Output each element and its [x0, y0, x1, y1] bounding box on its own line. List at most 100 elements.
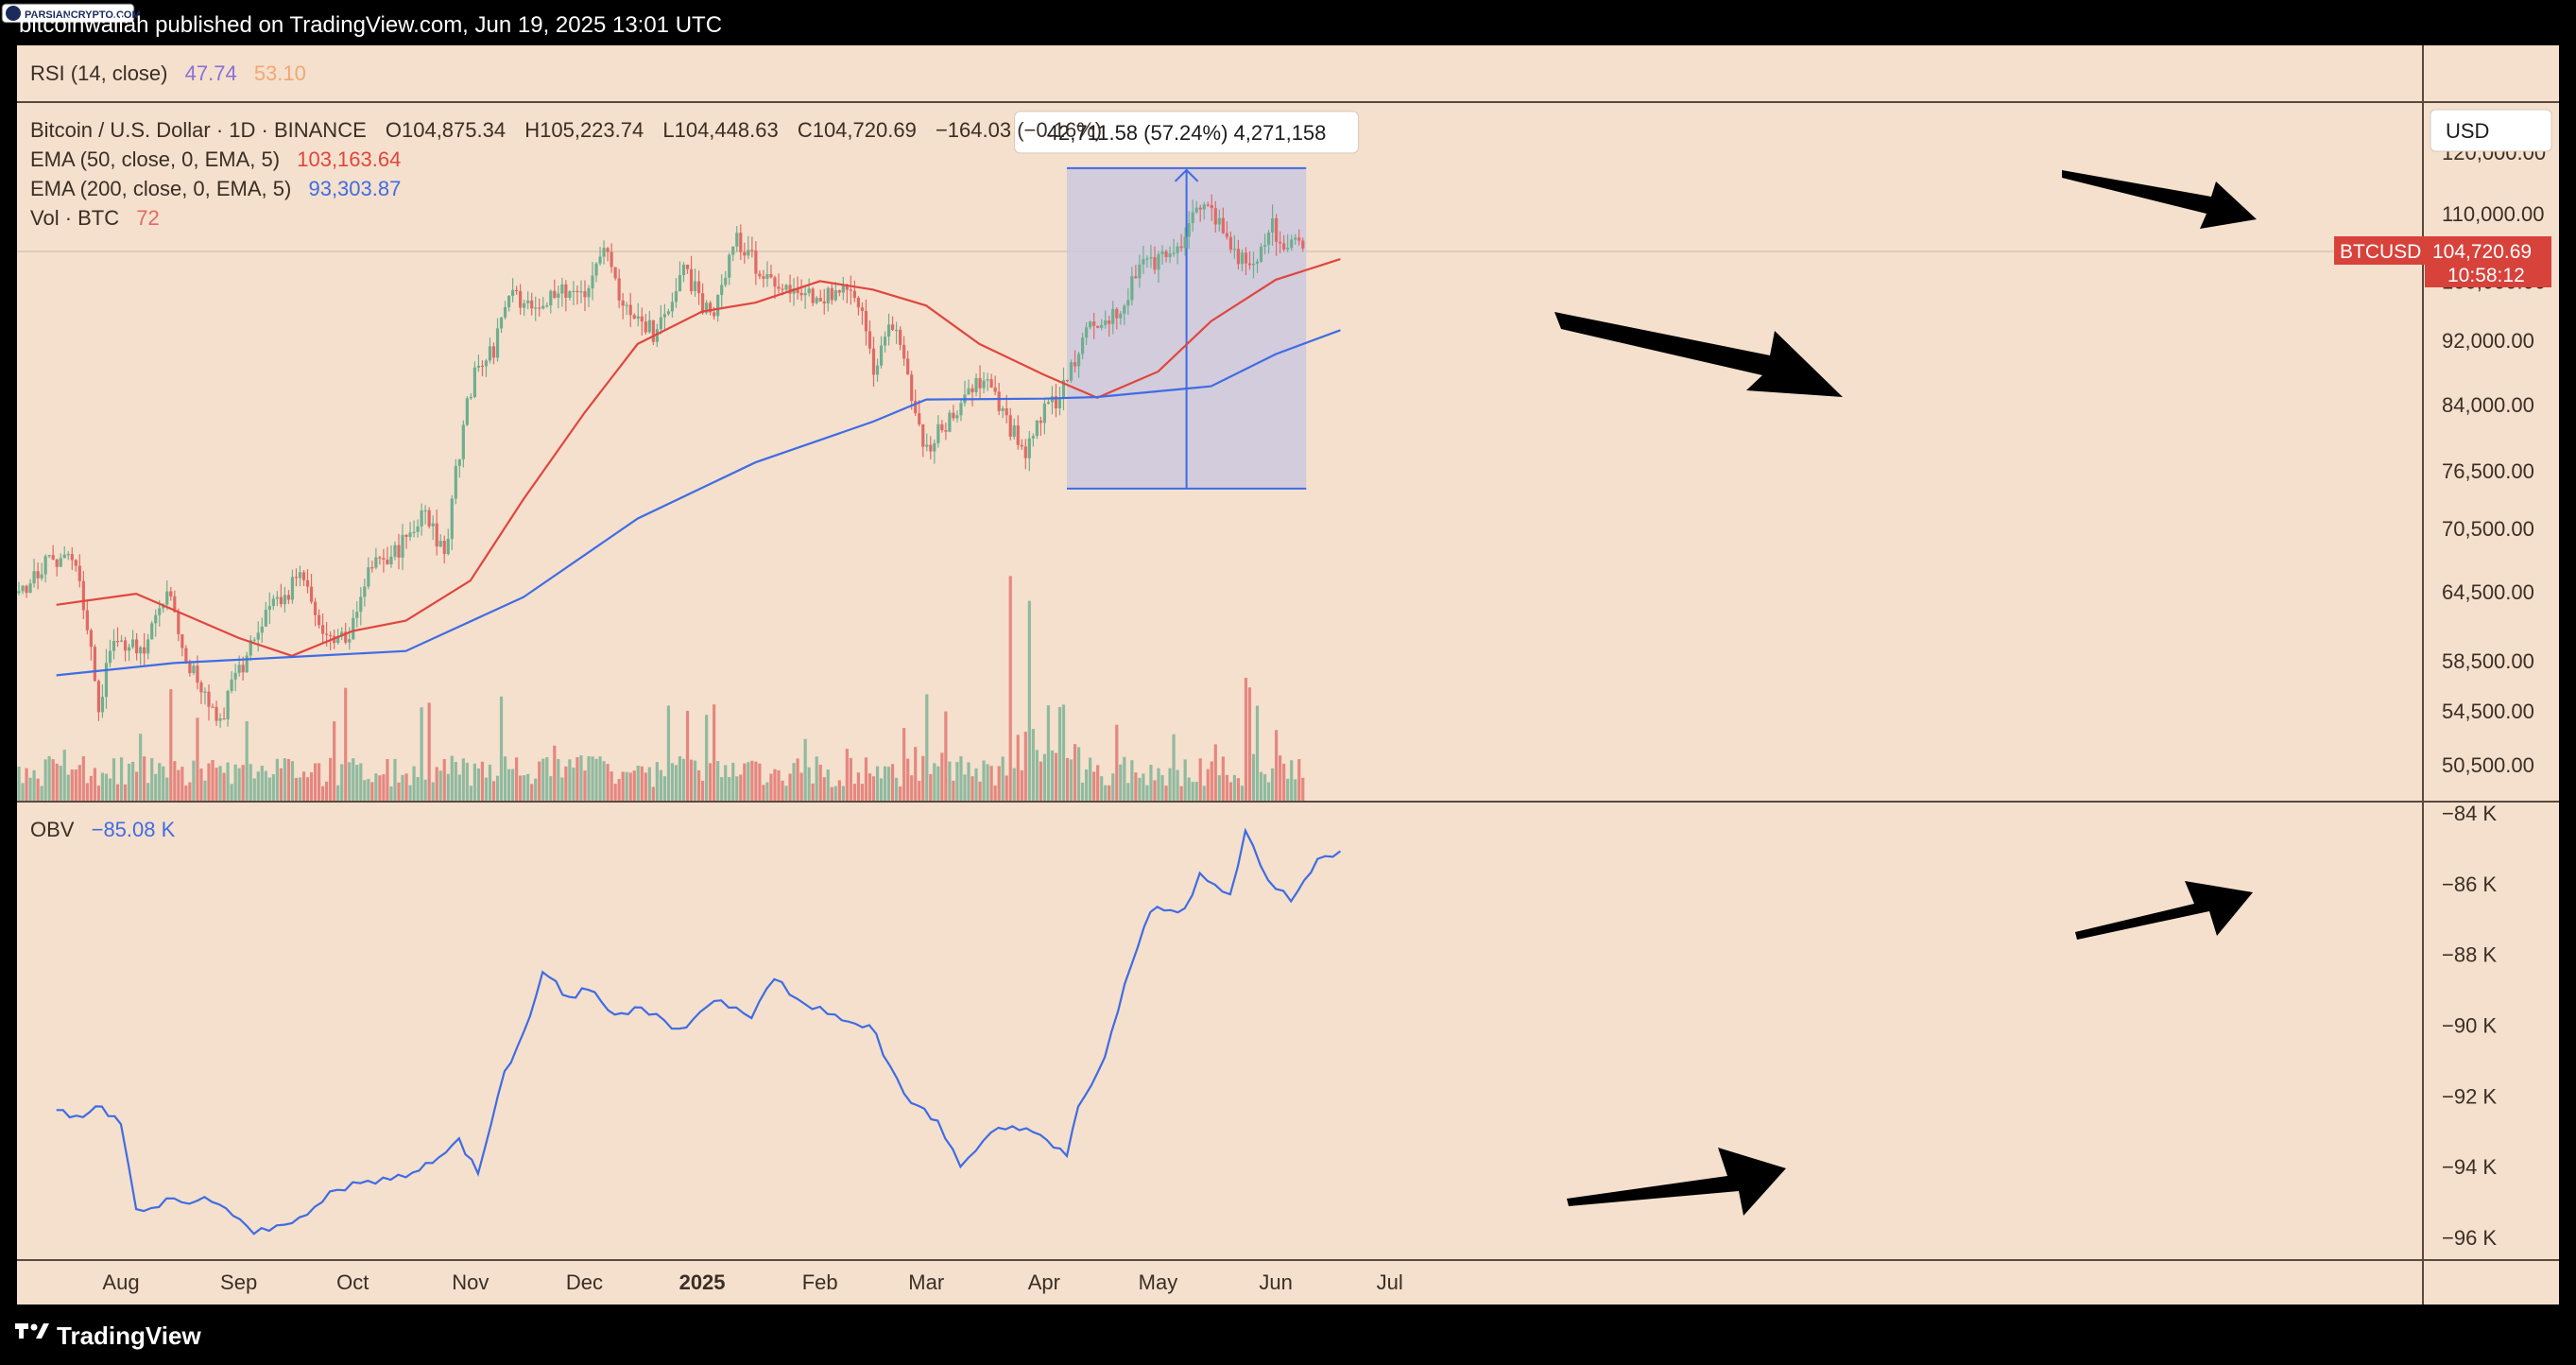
candle-body [1282, 243, 1286, 250]
candle-body [879, 345, 884, 366]
volume-bar [119, 757, 124, 801]
volume-bar [735, 776, 739, 801]
candle-body [530, 300, 534, 309]
volume-bar [367, 779, 370, 801]
volume-bar [115, 784, 120, 801]
candle-body [85, 610, 89, 631]
candle-body [1104, 320, 1108, 325]
candle-body [96, 681, 101, 713]
volume-bar [1119, 764, 1123, 801]
volume-bar [108, 778, 112, 801]
candle-body [507, 296, 511, 307]
legend-symbol: Bitcoin / U.S. Dollar · 1D · BINANCE [30, 118, 367, 142]
volume-bar [568, 759, 572, 801]
volume-bar [952, 780, 955, 801]
candle-body [286, 595, 291, 600]
candle-body [583, 291, 587, 298]
volume-bar [150, 757, 154, 801]
candle-body [666, 311, 671, 315]
candle-body [169, 591, 173, 596]
candle-body [1279, 241, 1282, 244]
volume-bar [77, 765, 81, 801]
volume-bar [886, 767, 891, 801]
volume-bar [765, 782, 769, 801]
obv-tick-label: −90 K [2442, 1014, 2497, 1038]
volume-bar [1031, 729, 1035, 801]
volume-bar [59, 766, 62, 801]
volume-bar [963, 774, 967, 801]
candle-body [553, 290, 557, 298]
volume-bar [1275, 730, 1279, 801]
candle-body [177, 612, 180, 634]
volume-bar [978, 781, 982, 801]
candle-body [1232, 249, 1236, 251]
volume-bar [1012, 768, 1016, 801]
volume-bar [66, 774, 70, 801]
candle-body [218, 718, 222, 721]
currency-button[interactable]: USD [2430, 109, 2552, 152]
candle-body [222, 718, 226, 720]
candle-body [1247, 263, 1252, 266]
price-tag-price: 104,720.69 [2432, 241, 2532, 263]
volume-bar [989, 766, 993, 801]
candle-body [427, 510, 431, 527]
volume-bar [1217, 775, 1221, 801]
volume-bar [25, 768, 28, 801]
volume-bar [560, 777, 564, 801]
candle-body [1081, 337, 1085, 354]
candle-body [28, 583, 32, 594]
volume-bar [131, 761, 135, 801]
candle-body [367, 567, 370, 587]
volume-bar [1092, 771, 1096, 801]
volume-bar [386, 759, 389, 801]
volume-bar [777, 769, 781, 801]
volume-bar [1221, 756, 1225, 801]
obv-axis[interactable]: −84 K −86 K −88 K −90 K −92 K −94 K −96 K [2442, 802, 2497, 1250]
volume-bar [207, 763, 211, 801]
candle-body [1115, 308, 1119, 319]
price-tick-label: 54,500.00 [2442, 700, 2534, 723]
candle-body [1089, 321, 1092, 328]
volume-bar [139, 734, 143, 801]
measure-arrowhead [1174, 168, 1199, 182]
candle-body [249, 640, 252, 656]
volume-bar [438, 770, 442, 801]
candle-body [77, 565, 81, 581]
price-axis[interactable]: 120,000.00110,000.00100,000.0092,000.008… [2442, 141, 2546, 777]
candle-body [301, 572, 306, 580]
volume-bar [526, 773, 530, 801]
candle-body [689, 268, 694, 292]
candle-body [955, 415, 959, 419]
volume-bar [165, 777, 169, 801]
candle-body [1100, 324, 1104, 328]
candle-body [936, 423, 940, 443]
volume-bar [423, 779, 427, 801]
candle-body [47, 555, 51, 557]
candle-body [1020, 444, 1023, 447]
candle-body [792, 288, 796, 294]
time-axis[interactable]: Aug Sep Oct Nov Dec 2025 Feb Mar Apr May Jun Jul [102, 1270, 1402, 1294]
volume-bar [933, 763, 936, 801]
volume-bar [104, 773, 109, 801]
volume-bar [325, 781, 329, 801]
volume-bar [1255, 705, 1260, 801]
volume-bar [162, 766, 165, 801]
candle-body [807, 288, 811, 294]
candle-body [461, 424, 465, 459]
candle-body [1016, 425, 1020, 445]
volume-bar [1160, 775, 1164, 801]
candle-body [989, 379, 993, 389]
candle-body [799, 292, 803, 296]
candle-body [203, 691, 207, 693]
arrow-annotation-down-right [1554, 312, 1843, 397]
volume-bar [1172, 734, 1176, 801]
volume-bar [948, 761, 952, 801]
candle-body [765, 273, 769, 279]
volume-bar [256, 771, 260, 801]
volume-bar [81, 756, 85, 801]
volume-bar [689, 759, 694, 801]
volume-bar [799, 772, 803, 801]
candle-body [1202, 204, 1206, 210]
volume-bar [1076, 747, 1081, 801]
volume-bar [921, 755, 925, 801]
